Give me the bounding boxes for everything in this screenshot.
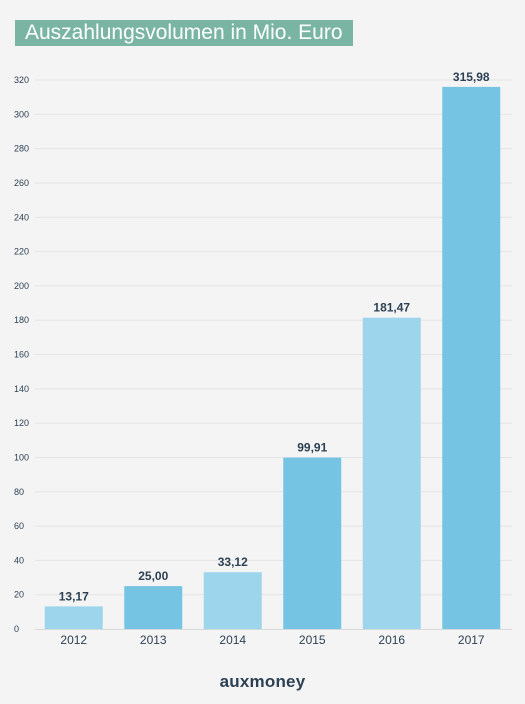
y-tick-label: 280: [14, 144, 29, 154]
bar-2015: [283, 457, 342, 629]
y-tick-label: 100: [14, 452, 29, 462]
data-label: 13,17: [59, 589, 89, 603]
x-tick-label: 2016: [378, 633, 405, 647]
data-label: 33,12: [218, 555, 248, 569]
y-tick-label: 20: [14, 590, 24, 600]
bar-2014: [203, 572, 262, 629]
x-tick-label: 2017: [458, 633, 485, 647]
y-tick-label: 140: [14, 384, 29, 394]
y-tick-label: 220: [14, 247, 29, 257]
data-label: 315,98: [453, 70, 490, 84]
data-label: 25,00: [138, 569, 168, 583]
y-tick-label: 320: [14, 75, 29, 85]
y-tick-label: 120: [14, 418, 29, 428]
data-label: 99,91: [297, 441, 327, 455]
y-tick-label: 80: [14, 487, 24, 497]
brand-logo: auxmoney: [219, 672, 306, 691]
x-tick-label: 2015: [299, 633, 326, 647]
y-tick-label: 0: [14, 624, 19, 634]
data-label: 181,47: [373, 301, 410, 315]
y-tick-label: 260: [14, 178, 29, 188]
bar-2017: [442, 86, 501, 630]
bar-2012: [44, 606, 103, 629]
y-tick-label: 200: [14, 281, 29, 291]
y-tick-label: 40: [14, 555, 24, 565]
bar-2016: [362, 317, 421, 629]
y-tick-label: 240: [14, 212, 29, 222]
chart-title: Auszahlungsvolumen in Mio. Euro: [15, 20, 353, 46]
y-tick-label: 300: [14, 109, 29, 119]
x-tick-label: 2013: [140, 633, 167, 647]
bar-2013: [124, 586, 183, 629]
x-tick-label: 2014: [219, 633, 246, 647]
x-tick-label: 2012: [60, 633, 87, 647]
y-tick-label: 160: [14, 350, 29, 360]
y-tick-label: 60: [14, 521, 24, 531]
y-tick-label: 180: [14, 315, 29, 325]
